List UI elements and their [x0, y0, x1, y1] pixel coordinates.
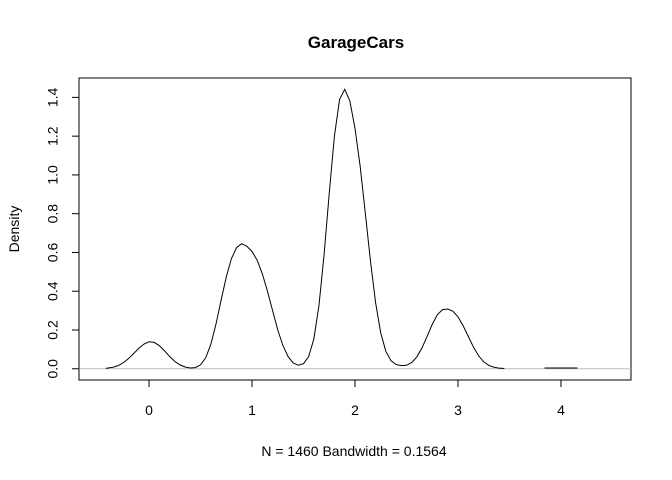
x-tick-label: 3	[454, 402, 462, 418]
plot-frame	[78, 77, 632, 381]
x-tick-label: 0	[145, 402, 153, 418]
y-tick-label: 0.8	[45, 204, 61, 224]
x-tick-label: 1	[248, 402, 256, 418]
y-tick-label: 1.0	[45, 165, 61, 185]
y-tick-label: 0.4	[45, 281, 61, 301]
y-axis: 0.0 0.2 0.4 0.6 0.8 1.0 1.2 1.4	[45, 87, 80, 379]
chart-title: GarageCars	[308, 33, 404, 52]
x-tick-label: 4	[557, 402, 565, 418]
y-tick-label: 0.0	[45, 359, 61, 379]
density-series	[105, 88, 578, 370]
x-axis: 0 1 2 3 4	[145, 379, 565, 418]
y-tick-label: 1.2	[45, 126, 61, 146]
density-curve-0	[105, 88, 505, 370]
y-tick-label: 0.6	[45, 243, 61, 263]
x-axis-label: N = 1460 Bandwidth = 0.1564	[261, 443, 446, 459]
y-tick-label: 0.2	[45, 320, 61, 340]
y-axis-label: Density	[6, 206, 22, 253]
x-tick-label: 2	[351, 402, 359, 418]
y-tick-label: 1.4	[45, 87, 61, 107]
